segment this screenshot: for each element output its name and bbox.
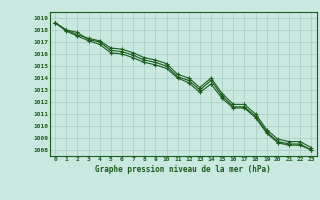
X-axis label: Graphe pression niveau de la mer (hPa): Graphe pression niveau de la mer (hPa) — [95, 165, 271, 174]
